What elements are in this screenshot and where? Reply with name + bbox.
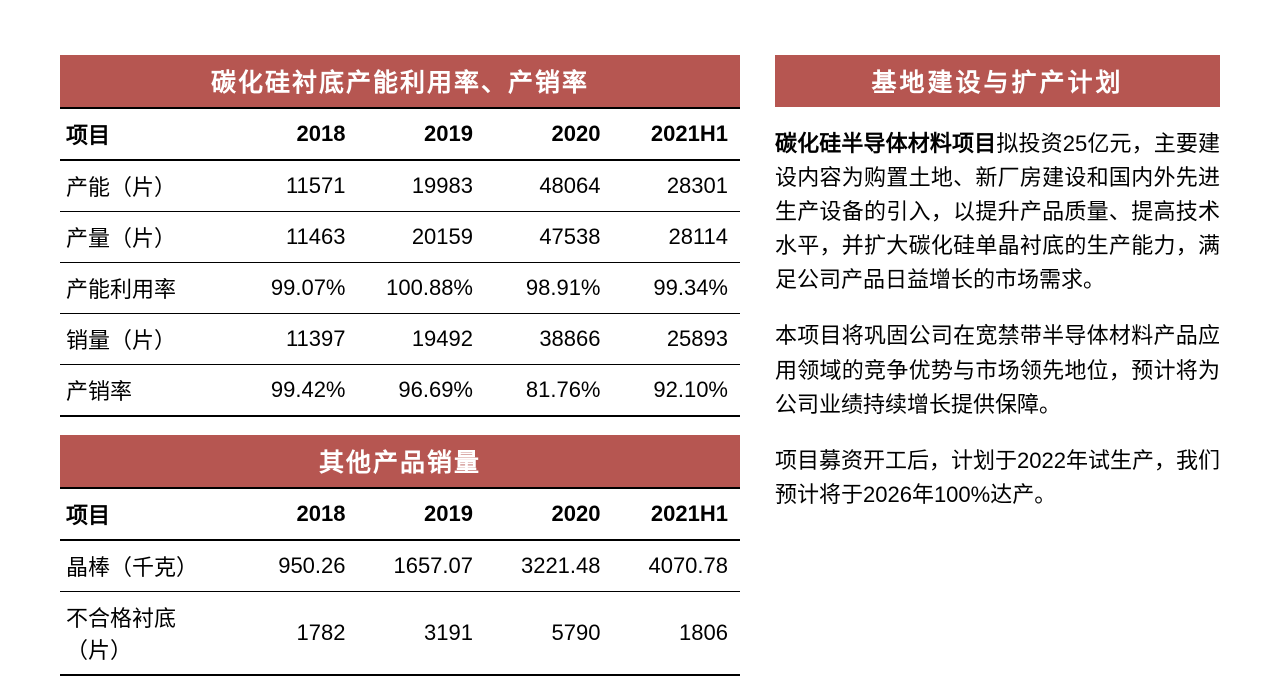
paragraph-1: 碳化硅半导体材料项目拟投资25亿元，主要建设内容为购置土地、新厂房建设和国内外先… <box>775 127 1220 297</box>
table1-col-3: 2020 <box>485 108 613 160</box>
table2-col-0: 项目 <box>60 488 230 540</box>
cell: 19492 <box>358 314 486 365</box>
cell: 产能利用率 <box>60 263 230 314</box>
table2-header-row: 项目 2018 2019 2020 2021H1 <box>60 488 740 540</box>
cell: 11571 <box>230 160 358 212</box>
cell: 3221.48 <box>485 540 613 592</box>
cell: 38866 <box>485 314 613 365</box>
table-row: 产量（片） 11463 20159 47538 28114 <box>60 212 740 263</box>
cell: 1782 <box>230 592 358 676</box>
table2-col-2: 2019 <box>358 488 486 540</box>
cell: 28301 <box>613 160 741 212</box>
table1-header-row: 项目 2018 2019 2020 2021H1 <box>60 108 740 160</box>
cell: 晶棒（千克） <box>60 540 230 592</box>
cell: 25893 <box>613 314 741 365</box>
paragraph-2: 本项目将巩固公司在宽禁带半导体材料产品应用领域的竞争优势与市场领先地位，预计将为… <box>775 319 1220 421</box>
table2: 项目 2018 2019 2020 2021H1 晶棒（千克） 950.26 1… <box>60 487 740 676</box>
cell: 销量（片） <box>60 314 230 365</box>
table2-section: 其他产品销量 项目 2018 2019 2020 2021H1 晶棒（千克） 9… <box>60 435 740 676</box>
cell: 产能（片） <box>60 160 230 212</box>
cell: 20159 <box>358 212 486 263</box>
cell: 产量（片） <box>60 212 230 263</box>
cell: 99.34% <box>613 263 741 314</box>
table-row: 晶棒（千克） 950.26 1657.07 3221.48 4070.78 <box>60 540 740 592</box>
table1-title: 碳化硅衬底产能利用率、产销率 <box>60 55 740 107</box>
table1-col-1: 2018 <box>230 108 358 160</box>
table2-title: 其他产品销量 <box>60 435 740 487</box>
para1-bold: 碳化硅半导体材料项目 <box>775 131 996 156</box>
cell: 3191 <box>358 592 486 676</box>
cell: 81.76% <box>485 365 613 417</box>
cell: 92.10% <box>613 365 741 417</box>
paragraph-3: 项目募资开工后，计划于2022年试生产，我们预计将于2026年100%达产。 <box>775 444 1220 512</box>
cell: 11397 <box>230 314 358 365</box>
cell: 98.91% <box>485 263 613 314</box>
table-row: 产销率 99.42% 96.69% 81.76% 92.10% <box>60 365 740 417</box>
cell: 1806 <box>613 592 741 676</box>
table1: 项目 2018 2019 2020 2021H1 产能（片） 11571 199… <box>60 107 740 417</box>
table1-col-2: 2019 <box>358 108 486 160</box>
table-row: 产能利用率 99.07% 100.88% 98.91% 99.34% <box>60 263 740 314</box>
table1-col-0: 项目 <box>60 108 230 160</box>
table-row: 不合格衬底（片） 1782 3191 5790 1806 <box>60 592 740 676</box>
left-column: 碳化硅衬底产能利用率、产销率 项目 2018 2019 2020 2021H1 … <box>60 55 740 637</box>
table2-col-1: 2018 <box>230 488 358 540</box>
cell: 产销率 <box>60 365 230 417</box>
cell: 48064 <box>485 160 613 212</box>
right-panel-title: 基地建设与扩产计划 <box>775 55 1220 107</box>
cell: 11463 <box>230 212 358 263</box>
cell: 100.88% <box>358 263 486 314</box>
cell: 99.07% <box>230 263 358 314</box>
table1-section: 碳化硅衬底产能利用率、产销率 项目 2018 2019 2020 2021H1 … <box>60 55 740 417</box>
cell: 99.42% <box>230 365 358 417</box>
cell: 4070.78 <box>613 540 741 592</box>
cell: 96.69% <box>358 365 486 417</box>
cell: 5790 <box>485 592 613 676</box>
table2-col-3: 2020 <box>485 488 613 540</box>
cell: 47538 <box>485 212 613 263</box>
cell: 1657.07 <box>358 540 486 592</box>
table-row: 产能（片） 11571 19983 48064 28301 <box>60 160 740 212</box>
table-row: 销量（片） 11397 19492 38866 25893 <box>60 314 740 365</box>
cell: 950.26 <box>230 540 358 592</box>
right-column: 基地建设与扩产计划 碳化硅半导体材料项目拟投资25亿元，主要建设内容为购置土地、… <box>775 55 1220 637</box>
cell: 19983 <box>358 160 486 212</box>
cell: 28114 <box>613 212 741 263</box>
table2-col-4: 2021H1 <box>613 488 741 540</box>
cell: 不合格衬底（片） <box>60 592 230 676</box>
table1-col-4: 2021H1 <box>613 108 741 160</box>
